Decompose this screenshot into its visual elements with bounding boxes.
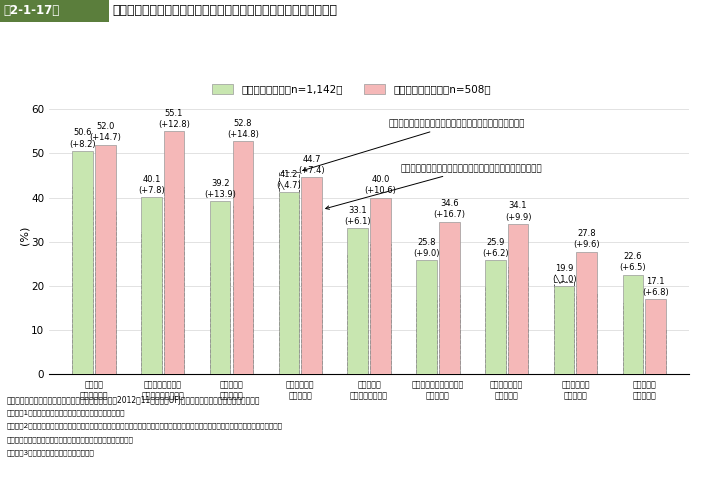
Bar <box>347 228 368 374</box>
Bar <box>485 260 505 374</box>
Text: 41.2
(╲4.7): 41.2 (╲4.7) <box>276 169 302 190</box>
Text: 40.1
(+7.8): 40.1 (+7.8) <box>138 175 165 195</box>
Text: 34.1
(+9.9): 34.1 (+9.9) <box>505 202 531 221</box>
Bar <box>164 131 184 374</box>
Bar <box>416 260 437 374</box>
Bar <box>508 267 529 374</box>
Bar <box>72 151 93 374</box>
Bar <box>347 255 368 374</box>
Text: 52.0
(+14.7): 52.0 (+14.7) <box>89 122 121 143</box>
Text: 25.9
(+6.2): 25.9 (+6.2) <box>482 238 508 258</box>
FancyBboxPatch shape <box>0 0 109 22</box>
Bar <box>439 221 460 374</box>
Bar <box>554 287 574 374</box>
Text: 萌芽期において必要となった社内人材（グローバル成長型）: 萌芽期において必要となった社内人材（グローバル成長型） <box>325 164 543 209</box>
Text: 44.7
(+7.4): 44.7 (+7.4) <box>298 155 325 175</box>
Text: 3．「その他」は表示していない。: 3．「その他」は表示していない。 <box>7 450 95 456</box>
Bar <box>72 187 93 374</box>
Text: 55.1
(+12.8): 55.1 (+12.8) <box>158 108 190 129</box>
Bar <box>278 171 299 374</box>
Text: 40.0
(+10.6): 40.0 (+10.6) <box>364 175 396 195</box>
Text: 25.8
(+9.0): 25.8 (+9.0) <box>413 238 440 258</box>
Bar <box>95 210 115 374</box>
Legend: 地域需要創出型（n=1,142）, グローバル成長型（n=508）: 地域需要創出型（n=1,142）, グローバル成長型（n=508） <box>208 80 495 99</box>
Text: 27.8
(+9.6): 27.8 (+9.6) <box>574 229 600 249</box>
Bar <box>554 282 574 374</box>
Bar <box>302 210 322 374</box>
Text: 52.8
(+14.8): 52.8 (+14.8) <box>227 119 259 139</box>
Bar <box>209 201 231 374</box>
Bar <box>439 295 460 374</box>
Bar <box>576 294 597 374</box>
Bar <box>645 299 666 374</box>
Bar <box>141 197 162 374</box>
Text: 第2-1-17図: 第2-1-17図 <box>4 4 60 17</box>
Bar <box>370 198 391 374</box>
Bar <box>623 303 643 374</box>
Bar <box>233 206 253 374</box>
Bar <box>508 224 529 374</box>
Bar <box>164 188 184 374</box>
Text: 2．点線部分は、「地域需要創出型」と「グローバル成長型」それぞれの萌芽期における回答割合を示しており、回答割合の数値の: 2．点線部分は、「地域需要創出型」と「グローバル成長型」それぞれの萌芽期における… <box>7 423 283 430</box>
Text: 成長初期における起業形態別の必要となった社内人材（複数回答）: 成長初期における起業形態別の必要となった社内人材（複数回答） <box>112 4 337 17</box>
Text: 下側の（　）内は、萌芽期からの増減を示している。: 下側の（ ）内は、萌芽期からの増減を示している。 <box>7 436 134 443</box>
Text: 39.2
(+13.9): 39.2 (+13.9) <box>204 179 236 199</box>
Bar <box>278 192 299 374</box>
Bar <box>645 329 666 374</box>
Bar <box>485 288 505 374</box>
Text: 資料：中小企業庁委託「起業の実態に関する調査」（2012年11月、三菱UFJリサーチ＆コンサルティング（株））: 資料：中小企業庁委託「起業の実態に関する調査」（2012年11月、三菱UFJリサ… <box>7 396 261 405</box>
Text: 50.6
(+8.2): 50.6 (+8.2) <box>70 129 96 149</box>
Text: （注）　1．常用従業員数１人以上の企業を集計している。: （注） 1．常用従業員数１人以上の企業を集計している。 <box>7 409 126 416</box>
Bar <box>95 144 115 374</box>
Bar <box>233 141 253 374</box>
Bar <box>623 275 643 374</box>
Y-axis label: (%): (%) <box>20 226 30 245</box>
Bar <box>302 177 322 374</box>
Bar <box>141 232 162 374</box>
Text: 34.6
(+16.7): 34.6 (+16.7) <box>433 199 465 219</box>
Text: 33.1
(+6.1): 33.1 (+6.1) <box>344 206 371 226</box>
Bar <box>416 300 437 374</box>
Text: 17.1
(+6.8): 17.1 (+6.8) <box>643 276 669 297</box>
Text: 19.9
(╲1.0): 19.9 (╲1.0) <box>552 264 576 284</box>
Text: 萌芽期において必要となった社内人材（地域需要創出型）: 萌芽期において必要となった社内人材（地域需要創出型） <box>303 120 524 171</box>
Bar <box>209 263 231 374</box>
Text: 22.6
(+6.5): 22.6 (+6.5) <box>619 252 646 272</box>
Bar <box>576 252 597 374</box>
Bar <box>370 244 391 374</box>
